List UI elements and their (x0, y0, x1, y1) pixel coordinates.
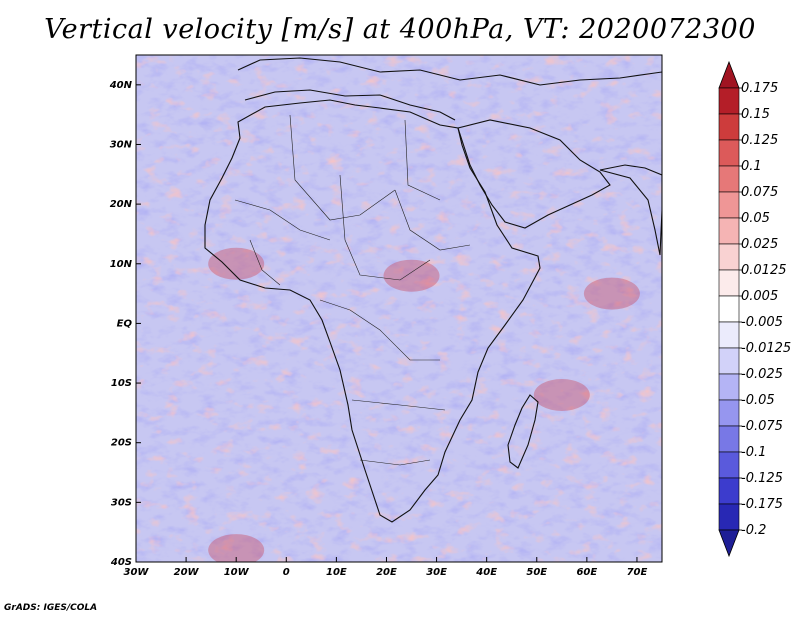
lon-tick-label: 20E (376, 567, 397, 578)
colorbar-box (718, 165, 740, 193)
colorbar-box (718, 87, 740, 115)
lon-tick-label: 70E (627, 567, 648, 578)
colorbar-box (718, 425, 740, 453)
lat-tick-label: 10S (111, 378, 132, 389)
lon-tick-label: 10E (326, 567, 347, 578)
colorbar-label: -0.05 (741, 393, 775, 408)
lat-tick-label: 30N (110, 139, 133, 150)
lat-tick-label: 10N (110, 259, 133, 270)
longitude-axis: 30W 20W 10W 0 10E 20E 30E 40E 50E 60E 70E (124, 557, 648, 578)
colorbar-box (718, 295, 740, 323)
map-frame (135, 54, 663, 563)
lon-tick-label: 30E (426, 567, 447, 578)
lat-tick-label: 40S (110, 557, 132, 568)
colorbar-box (718, 269, 740, 297)
mediterranean-coast (244, 89, 456, 121)
lon-tick-label: 30W (124, 567, 150, 578)
colorbar-label: -0.0125 (741, 341, 791, 356)
madagascar-coastline (507, 394, 539, 469)
colorbar-box (718, 191, 740, 219)
border-f (351, 399, 446, 411)
colorbar-label: -0.025 (741, 367, 783, 382)
credit-text: GrADS: IGES/COLA (4, 603, 98, 613)
colorbar-label: 0.125 (741, 133, 778, 148)
feature-arabian-sea-band (583, 277, 640, 310)
colorbar-box (718, 347, 740, 375)
colorbar-box (718, 217, 740, 245)
border-i (249, 239, 281, 286)
colorbar-label: -0.2 (741, 523, 766, 538)
features-layer (208, 247, 640, 562)
colorbar-label: 0.0125 (741, 263, 787, 278)
lat-tick-label: EQ (117, 318, 133, 329)
colorbar-boxes (718, 87, 740, 531)
colorbar-label: 0.15 (741, 107, 770, 122)
colorbar-top-arrow (718, 60, 740, 89)
colorbar-label: 0.175 (741, 81, 778, 96)
arabia-coastline (457, 119, 611, 229)
border-d (234, 199, 331, 241)
colorbar-box (718, 113, 740, 141)
lat-tick-label: 20S (111, 438, 132, 449)
africa-coastline (204, 99, 541, 523)
lon-tick-label: 50E (526, 567, 547, 578)
colorbar-label: 0.025 (741, 237, 778, 252)
colorbar: 0.175 0.15 0.125 0.1 0.075 0.05 0.025 0.0125 0.0… (718, 60, 791, 558)
border-g (359, 459, 431, 466)
colorbar-label: 0.05 (741, 211, 770, 226)
lon-tick-label: 60E (576, 567, 597, 578)
colorbar-label: -0.175 (741, 497, 783, 512)
colorbar-label: 0.1 (741, 159, 762, 174)
colorbar-label: -0.1 (741, 445, 766, 460)
country-borders (234, 114, 471, 466)
lat-tick-label: 40N (109, 80, 133, 91)
colorbar-box (718, 139, 740, 167)
feature-mozambique-channel-vortex (533, 378, 590, 411)
latitude-axis: 40N 30N 20N 10N EQ 10S 20S 30S 40S (109, 80, 141, 568)
border-h (404, 119, 441, 201)
lon-tick-label: 10W (224, 567, 250, 578)
map-panel (136, 55, 662, 562)
colorbar-label: -0.125 (741, 471, 783, 486)
feature-sahel-convection (208, 247, 265, 280)
colorbar-box (718, 321, 740, 349)
lon-tick-label: 20W (174, 567, 200, 578)
colorbar-label: -0.005 (741, 315, 783, 330)
colorbar-label: 0.005 (741, 289, 778, 304)
lat-tick-label: 30S (111, 497, 132, 508)
border-c (394, 189, 471, 251)
europe-coastline (237, 57, 662, 86)
lon-tick-label: 0 (283, 567, 290, 578)
colorbar-box (718, 477, 740, 505)
colorbar-box (718, 399, 740, 427)
border-a (289, 114, 396, 221)
coastlines (204, 57, 662, 523)
colorbar-labels: 0.175 0.15 0.125 0.1 0.075 0.05 0.025 0.0125 0.0… (739, 81, 791, 538)
chart-title: Vertical velocity [m/s] at 400hPa, VT: 2… (44, 14, 756, 45)
lon-tick-label: 40E (475, 567, 497, 578)
lat-tick-label: 20N (110, 199, 133, 210)
colorbar-label: -0.075 (741, 419, 783, 434)
feature-south-atlantic-front (208, 534, 265, 562)
velocity-noise-field (136, 55, 662, 562)
feature-east-african-highlands (383, 259, 440, 292)
colorbar-box (718, 451, 740, 479)
india-coastline (599, 164, 662, 256)
colorbar-box (718, 373, 740, 401)
colorbar-box (718, 503, 740, 531)
border-e (319, 299, 440, 361)
colorbar-bottom-arrow (718, 529, 740, 558)
colorbar-box (718, 243, 740, 271)
colorbar-label: 0.075 (741, 185, 778, 200)
border-b (339, 174, 431, 281)
